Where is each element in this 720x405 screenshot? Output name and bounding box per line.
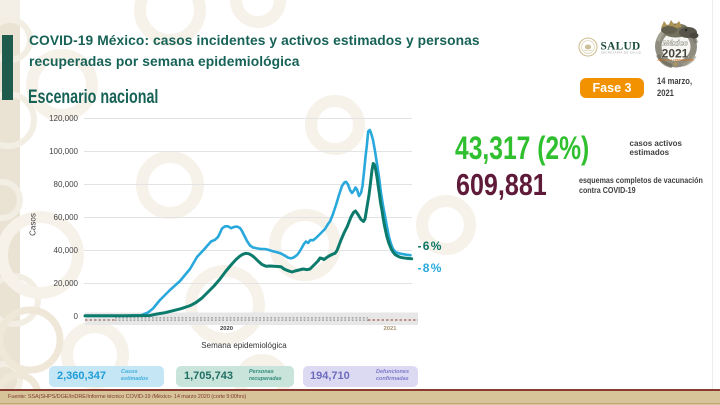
- svg-text:AÑO DE LA CONSUMACIÓN: AÑO DE LA CONSUMACIÓN: [657, 57, 693, 62]
- svg-text:México: México: [663, 39, 689, 48]
- svg-text:2021: 2021: [662, 47, 689, 61]
- svg-text:SALUD: SALUD: [601, 39, 641, 53]
- svg-text:SECRETARÍA DE SALUD: SECRETARÍA DE SALUD: [601, 51, 641, 55]
